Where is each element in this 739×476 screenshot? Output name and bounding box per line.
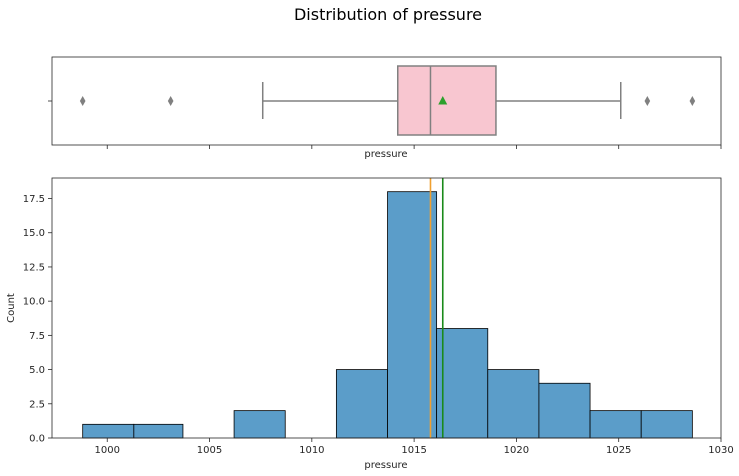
outlier-point [79,96,86,106]
y-tick-label: 10.0 [23,297,45,308]
x-tick-label: 1005 [197,445,222,456]
y-tick-label: 5.0 [29,365,45,376]
y-tick-label: 7.5 [29,331,45,342]
histogram-bar [538,382,591,439]
outlier-point [689,96,696,106]
x-tick-label: 1025 [606,445,631,456]
histogram-bar [335,369,388,439]
histogram-bar [82,423,135,439]
interquartile-box [397,65,497,136]
histogram-x-label: pressure [364,460,407,471]
x-tick-label: 1030 [708,445,733,456]
histogram-y-ticks: 0.0 2.5 5.0 7.5 10.0 12.5 15.0 17.5 [23,194,52,445]
boxplot-panel: pressure [48,56,722,160]
boxplot-elements [79,65,696,136]
histogram-bar [436,328,489,439]
histogram-panel: 1000 1005 1010 1015 1020 1025 1030 0.0 2.5 5.0 7.… [6,177,734,471]
histogram-bar [387,191,438,439]
x-tick-label: 1000 [95,445,120,456]
reference-lines [429,178,444,438]
chart-title: Distribution of pressure [294,5,482,24]
boxplot-x-ticks [48,100,722,149]
y-tick-label: 17.5 [23,194,45,205]
outlier-point [167,96,174,106]
histogram-frame [51,177,722,439]
histogram-bars [82,191,693,439]
mean-marker [438,96,448,105]
x-tick-label: 1010 [299,445,324,456]
y-tick-label: 15.0 [23,228,45,239]
histogram-x-ticks: 1000 1005 1010 1015 1020 1025 1030 [95,438,734,456]
boxplot-x-label: pressure [364,149,407,160]
histogram-y-label: Count [6,293,17,323]
histogram-bar [487,369,540,439]
histogram-bar [133,423,184,439]
y-tick-label: 12.5 [23,262,45,273]
y-tick-label: 0.0 [29,434,45,445]
x-tick-label: 1015 [401,445,426,456]
histogram-bar [640,410,693,439]
y-tick-label: 2.5 [29,399,45,410]
histogram-bar [589,410,642,439]
outlier-point [644,96,651,106]
histogram-bar [233,410,286,439]
x-tick-label: 1020 [504,445,529,456]
